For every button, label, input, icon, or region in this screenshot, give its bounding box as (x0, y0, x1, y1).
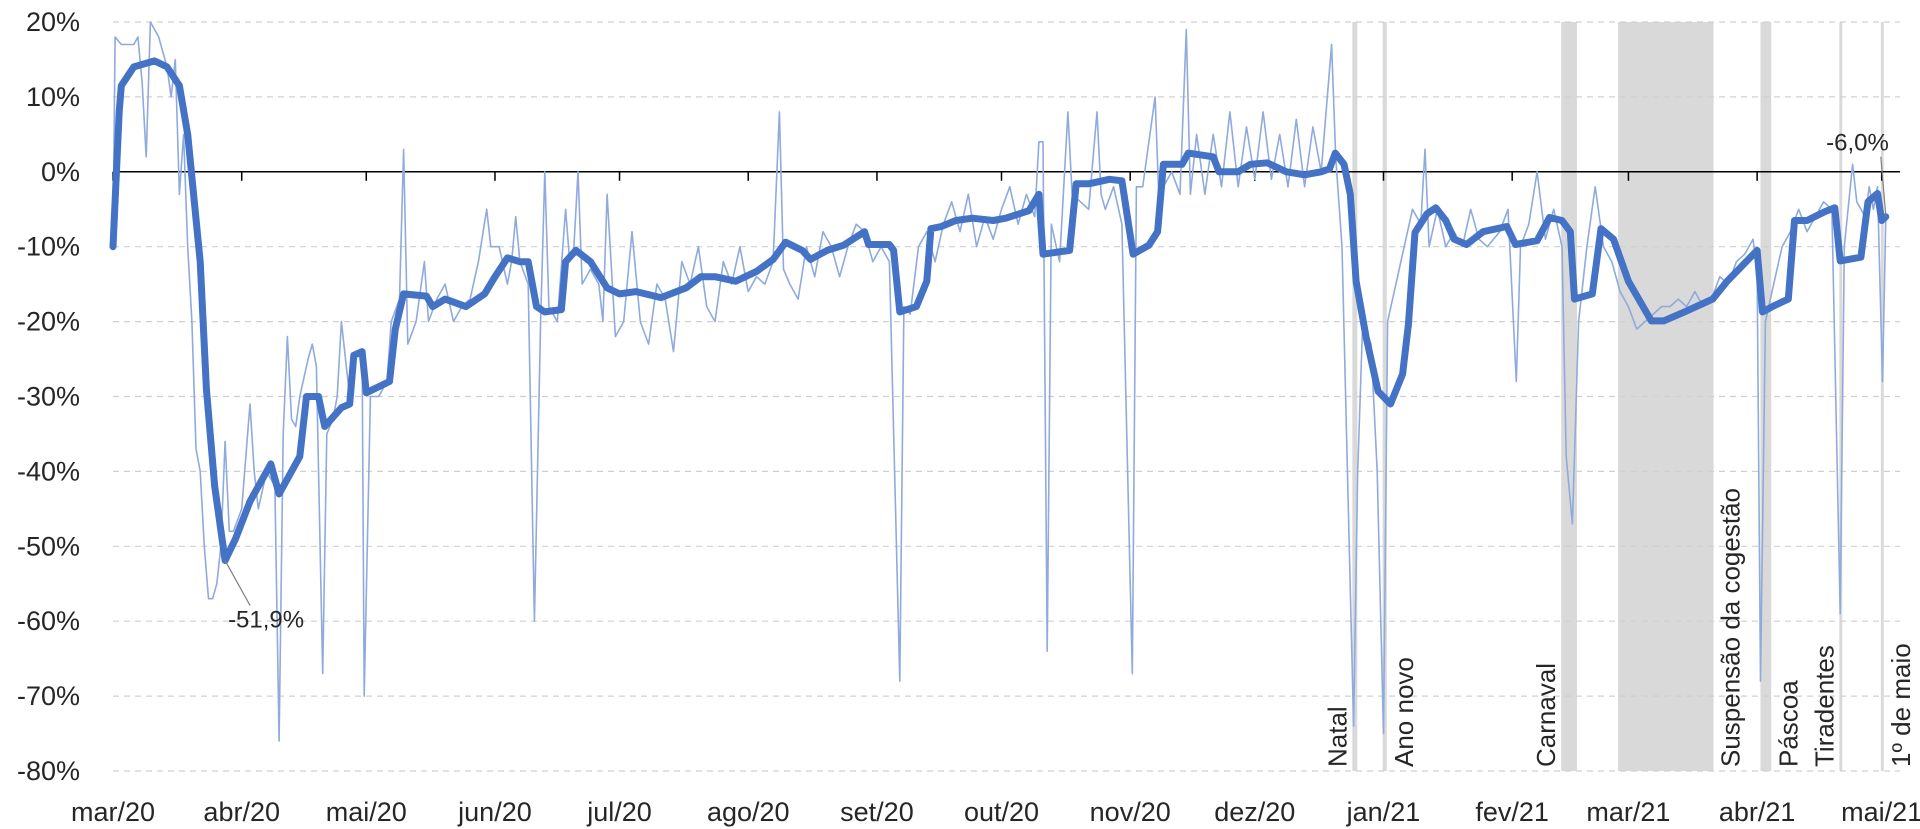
x-tick-label: dez/20 (1214, 797, 1295, 827)
y-tick-label: -20% (17, 307, 80, 337)
x-tick-label: mar/20 (71, 797, 155, 827)
period-label: Tiradentes (1809, 645, 1839, 767)
y-tick-label: -10% (17, 232, 80, 262)
shaded-period (1880, 22, 1884, 771)
period-label: Páscoa (1773, 680, 1803, 767)
y-tick-label: -50% (17, 531, 80, 561)
y-tick-label: -60% (17, 606, 80, 636)
data-label: -6,0% (1826, 130, 1889, 157)
period-label: Carnaval (1531, 663, 1561, 767)
period-label: 1º de maio (1886, 643, 1916, 767)
period-label: Natal (1322, 706, 1352, 767)
x-tick-label: jun/20 (457, 797, 532, 827)
x-tick-label: out/20 (964, 797, 1039, 827)
data-label: -51,9% (228, 607, 304, 634)
x-tick-label: set/20 (840, 797, 914, 827)
x-tick-label: jan/21 (1346, 797, 1421, 827)
x-tick-label: mai/21 (1841, 797, 1920, 827)
label-leader (224, 560, 251, 606)
shaded-period (1352, 22, 1358, 771)
y-tick-label: -70% (17, 681, 80, 711)
x-tick-label: abr/21 (1719, 797, 1796, 827)
x-tick-label: fev/21 (1475, 797, 1549, 827)
y-tick-label: 20% (26, 7, 80, 37)
y-tick-label: -80% (17, 756, 80, 786)
x-tick-label: jul/20 (586, 797, 652, 827)
y-tick-label: -40% (17, 456, 80, 486)
x-tick-label: ago/20 (707, 797, 790, 827)
y-tick-label: 0% (41, 157, 80, 187)
period-label: Suspensão da cogestão (1716, 488, 1746, 767)
x-tick-label: abr/20 (203, 797, 280, 827)
x-tick-label: mar/21 (1586, 797, 1670, 827)
x-tick-label: nov/20 (1090, 797, 1171, 827)
data-line (109, 57, 1890, 564)
label-leader (1880, 156, 1887, 217)
period-label: Ano novo (1389, 657, 1419, 767)
y-tick-label: -30% (17, 382, 80, 412)
x-tick-label: mai/20 (326, 797, 407, 827)
y-tick-label: 10% (26, 82, 80, 112)
